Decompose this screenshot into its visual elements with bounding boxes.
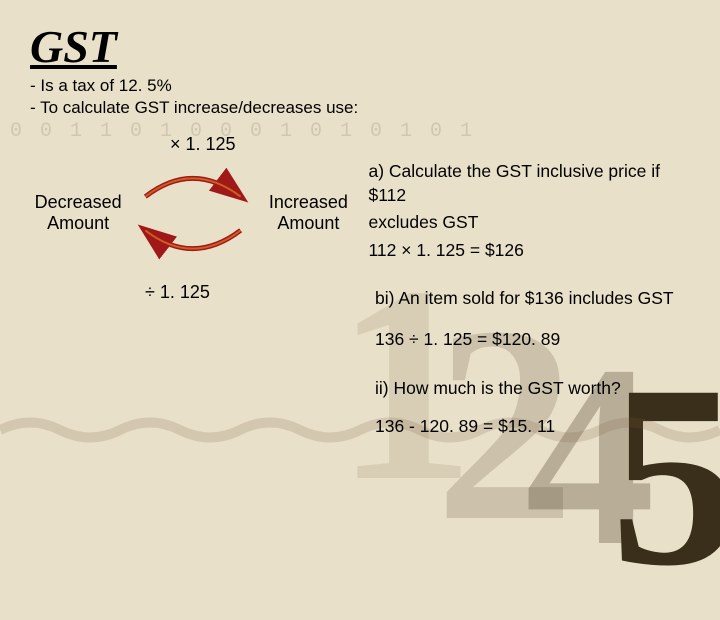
example-bi: bi) An item sold for $136 includes GST	[375, 287, 674, 311]
increased-l2: Amount	[277, 213, 339, 233]
row-bi: ÷ 1. 125 bi) An item sold for $136 inclu…	[30, 277, 690, 443]
example-bi-text: bi) An item sold for $136 includes GST	[375, 287, 674, 311]
example-ii: ii) How much is the GST worth? 136 - 120…	[375, 377, 674, 438]
page-title: GST	[30, 20, 690, 73]
divide-label: ÷ 1. 125	[145, 282, 375, 303]
bullet-list: - Is a tax of 12. 5% - To calculate GST …	[30, 75, 690, 119]
example-ii-text: ii) How much is the GST worth?	[375, 377, 674, 401]
increased-l1: Increased	[269, 192, 348, 212]
decreased-amount-label: Decreased Amount	[30, 192, 126, 235]
example-bi-calc: 136 ÷ 1. 125 = $120. 89	[375, 328, 674, 352]
multiply-label: × 1. 125	[170, 134, 690, 155]
cycle-arrows-icon	[128, 166, 258, 261]
decreased-l1: Decreased	[35, 192, 122, 212]
example-a-line1: a) Calculate the GST inclusive price if …	[369, 160, 691, 207]
bullet-2: - To calculate GST increase/decreases us…	[30, 97, 690, 119]
increased-amount-label: Increased Amount	[260, 192, 356, 235]
bullet-1: - Is a tax of 12. 5%	[30, 75, 690, 97]
example-a: a) Calculate the GST inclusive price if …	[369, 160, 691, 267]
example-a-calc: 112 × 1. 125 = $126	[369, 239, 691, 263]
diagram-row: Decreased Amount Increased Amount a) Cal…	[30, 160, 690, 267]
example-ii-calc: 136 - 120. 89 = $15. 11	[375, 415, 674, 439]
example-a-line2: excludes GST	[369, 211, 691, 235]
decreased-l2: Amount	[47, 213, 109, 233]
